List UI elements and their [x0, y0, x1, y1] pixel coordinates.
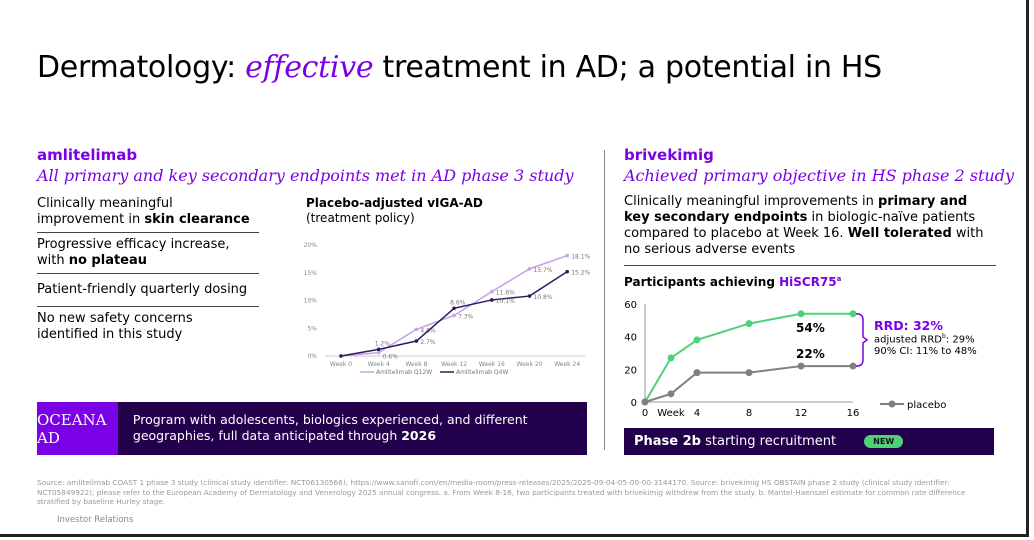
data-point — [667, 390, 675, 398]
data-point — [849, 362, 857, 370]
y-tick-label: 0% — [307, 353, 317, 360]
data-point — [452, 306, 456, 311]
adjusted-rrd: adjusted RRDb: 29% — [874, 333, 975, 346]
rrd-value: RRD: 32% — [874, 318, 943, 333]
y-tick-label: 10% — [304, 298, 318, 305]
data-point — [565, 269, 569, 274]
y-tick-label: 5% — [307, 325, 317, 332]
footnote-source: Source: amlitelimab COAST 1 phase 3 stud… — [37, 478, 966, 506]
data-point — [797, 362, 805, 370]
data-label: 11.6% — [496, 290, 515, 297]
end-label: 22% — [796, 347, 825, 361]
data-point — [641, 398, 649, 406]
right-drug-name: brivekimig — [624, 146, 714, 164]
x-tick-label: Week 0 — [330, 361, 352, 368]
bullet-list: Clinically meaningful improvement in ski… — [37, 192, 259, 347]
left-chart-subtitle: (treatment policy) — [306, 211, 415, 225]
x-tick-label: 12 — [795, 408, 808, 419]
left-drug-name: amlitelimab — [37, 146, 138, 164]
data-point — [527, 267, 532, 271]
series-line-brivekimig — [644, 312, 853, 403]
x-tick-label: Week 8 — [405, 361, 427, 368]
x-tick-label: 8 — [746, 408, 752, 419]
viga-line-chart: 0% 5% 10% 15% 20% Week 0 Week 4 Week 8 Week 12 We… — [304, 242, 591, 376]
hiscr75-line-chart: 0 20 40 60 0 4 8 12 16 Week 54% 22% placebo — [624, 300, 946, 419]
legend-label: Amlitelimab Q12W — [376, 369, 432, 376]
data-point — [376, 350, 381, 355]
data-label: 0.6% — [383, 354, 399, 361]
data-point — [745, 320, 753, 328]
y-tick-label: 40 — [624, 333, 637, 344]
right-chart-title: Participants achieving HiSCR75a — [624, 275, 842, 289]
x-tick-label: Week 4 — [368, 361, 390, 368]
new-badge: NEW — [864, 435, 904, 448]
y-tick-label: 0 — [631, 398, 637, 409]
legend-label: Amlitelimab Q4W — [456, 369, 508, 376]
page-title: Dermatology: effective treatment in AD; … — [37, 50, 882, 85]
bullet-item: No new safety concerns identified in thi… — [37, 311, 193, 342]
data-point — [452, 313, 456, 318]
rrd-bracket — [855, 313, 869, 367]
data-point — [693, 369, 701, 377]
data-label: 10.8% — [534, 294, 553, 301]
right-description: Clinically meaningful improvements in pr… — [624, 194, 996, 266]
data-point — [849, 310, 857, 318]
bullet-item: Patient-friendly quarterly dosing — [37, 274, 259, 307]
data-point — [745, 369, 753, 377]
bullet-item: Progressive efficacy increase, with no p… — [37, 233, 259, 274]
data-label: 1.2% — [375, 340, 391, 347]
phase2b-banner: Phase 2b starting recruitment NEW — [624, 428, 994, 455]
data-label: 8.6% — [450, 299, 466, 306]
y-tick-label: 20 — [624, 365, 637, 376]
data-point — [527, 294, 532, 298]
data-point — [667, 354, 675, 362]
y-tick-label: 15% — [304, 270, 318, 277]
data-point — [490, 298, 494, 302]
confidence-interval: 90% CI: 11% to 48% — [874, 346, 977, 357]
x-tick-label: 0 — [642, 408, 648, 419]
data-point — [693, 336, 701, 344]
x-tick-label: 4 — [694, 408, 700, 419]
column-divider — [604, 150, 605, 450]
data-label: 2.7% — [420, 339, 436, 346]
x-tick-label: 16 — [847, 408, 860, 419]
data-point — [376, 347, 381, 352]
oceana-banner: OCEANA AD Program with adolescents, biol… — [37, 402, 587, 455]
data-point — [414, 339, 419, 343]
x-tick-label: Week 16 — [479, 361, 505, 368]
data-point — [797, 310, 805, 318]
banner-tag: OCEANA AD — [37, 402, 118, 455]
x-tick-label: Week 24 — [554, 361, 580, 368]
data-point — [565, 253, 569, 258]
data-point — [414, 327, 419, 332]
y-tick-label: 60 — [624, 300, 637, 311]
x-tick-label: Week 20 — [517, 361, 543, 368]
left-subtitle: All primary and key secondary endpoints … — [37, 166, 574, 185]
data-point — [339, 354, 343, 358]
data-point — [490, 289, 494, 294]
data-label: 15.7% — [534, 267, 553, 274]
right-subtitle: Achieved primary objective in HS phase 2… — [624, 166, 1014, 185]
x-axis-label: Week — [657, 408, 685, 419]
banner-text: Program with adolescents, biologics expe… — [132, 412, 528, 443]
left-chart-title: Placebo-adjusted vIGA-AD — [306, 196, 483, 210]
footer-label: Investor Relations — [57, 515, 134, 525]
data-label: 10.1% — [496, 298, 515, 305]
y-tick-label: 20% — [304, 242, 318, 249]
data-label: 7.3% — [458, 313, 474, 320]
legend-marker — [888, 400, 896, 408]
legend-label: placebo — [907, 400, 946, 411]
x-tick-label: Week 12 — [441, 361, 467, 368]
data-label: 15.2% — [571, 270, 590, 277]
bullet-item: Clinically meaningful improvement in ski… — [37, 192, 259, 233]
data-label: 18.1% — [571, 254, 590, 261]
end-label: 54% — [796, 321, 825, 335]
series-line-placebo — [644, 365, 853, 403]
